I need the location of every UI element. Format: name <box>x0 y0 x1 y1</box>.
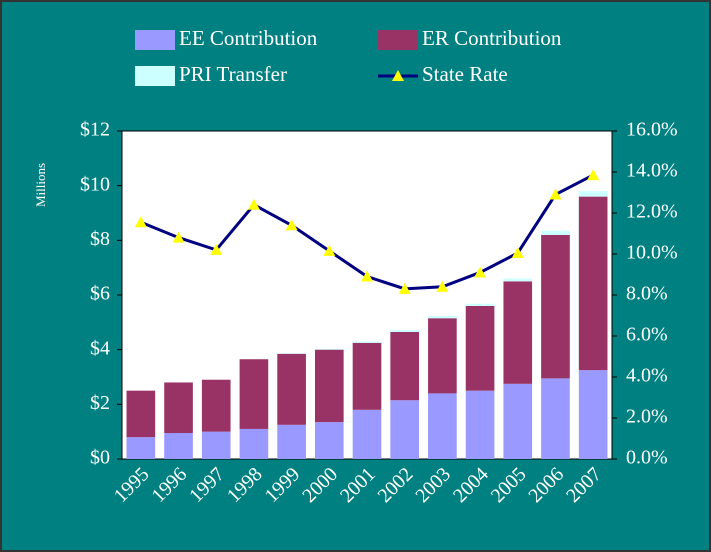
bar <box>503 281 533 384</box>
y2-tick-label: 2.0% <box>626 406 668 428</box>
bar <box>503 383 533 459</box>
marker <box>436 280 449 292</box>
bar <box>164 433 193 459</box>
bar <box>503 278 533 282</box>
bar <box>578 196 608 371</box>
marker <box>398 282 411 294</box>
legend-swatch <box>135 30 175 50</box>
marker <box>210 243 223 255</box>
bar <box>541 378 570 459</box>
y2-tick-label: 16.0% <box>626 119 678 141</box>
bar <box>277 424 306 459</box>
marker <box>323 244 336 256</box>
bar <box>352 342 382 410</box>
bar <box>578 370 608 459</box>
legend-swatch <box>378 30 418 50</box>
bar <box>201 431 231 459</box>
y2-tick-label: 12.0% <box>626 201 678 223</box>
bar <box>164 382 193 434</box>
bar <box>126 390 156 438</box>
legend-label: PRI Transfer <box>179 62 287 86</box>
bar <box>277 353 306 354</box>
bar <box>201 379 231 432</box>
bar <box>239 359 269 429</box>
legend-label: ER Contribution <box>422 26 562 50</box>
bar <box>390 329 420 332</box>
bar <box>578 191 608 197</box>
y-tick-label: $4 <box>90 337 110 359</box>
marker <box>134 216 147 228</box>
bar <box>428 316 457 319</box>
bar <box>465 390 495 459</box>
bar <box>541 234 570 379</box>
bar <box>465 305 495 391</box>
bar <box>390 331 420 401</box>
y2-tick-label: 6.0% <box>626 324 668 346</box>
bar <box>390 400 420 459</box>
marker <box>285 219 298 231</box>
bar <box>239 428 269 459</box>
marker <box>172 231 185 243</box>
bar <box>314 348 344 350</box>
y-tick-label: $10 <box>80 173 110 195</box>
bar <box>428 318 457 394</box>
marker <box>549 188 562 200</box>
bar <box>277 353 306 425</box>
bar <box>352 409 382 459</box>
y-axis-label: Millions <box>33 163 48 207</box>
bar <box>126 437 156 459</box>
legend-label: EE Contribution <box>179 26 318 50</box>
y2-tick-label: 8.0% <box>626 283 668 305</box>
legend-swatch <box>135 66 175 86</box>
marker <box>247 198 260 210</box>
y2-tick-label: 0.0% <box>626 447 668 469</box>
legend-marker <box>392 70 404 81</box>
marker <box>361 270 373 282</box>
bar <box>541 230 570 235</box>
bar <box>314 349 344 423</box>
bar <box>352 341 382 343</box>
y2-tick-label: 4.0% <box>626 365 668 387</box>
y-tick-label: $12 <box>80 119 110 141</box>
legend-label: State Rate <box>422 62 508 86</box>
marker <box>474 266 487 278</box>
y2-tick-label: 14.0% <box>626 160 678 182</box>
marker <box>587 169 600 181</box>
bar <box>314 422 344 459</box>
y-tick-label: $6 <box>90 283 110 305</box>
y-tick-label: $8 <box>90 228 110 250</box>
y2-tick-label: 10.0% <box>626 242 678 264</box>
y-tick-label: $2 <box>90 392 110 414</box>
bar <box>428 393 457 459</box>
bar <box>465 303 495 306</box>
marker <box>511 246 524 258</box>
y-tick-label: $0 <box>90 447 110 469</box>
